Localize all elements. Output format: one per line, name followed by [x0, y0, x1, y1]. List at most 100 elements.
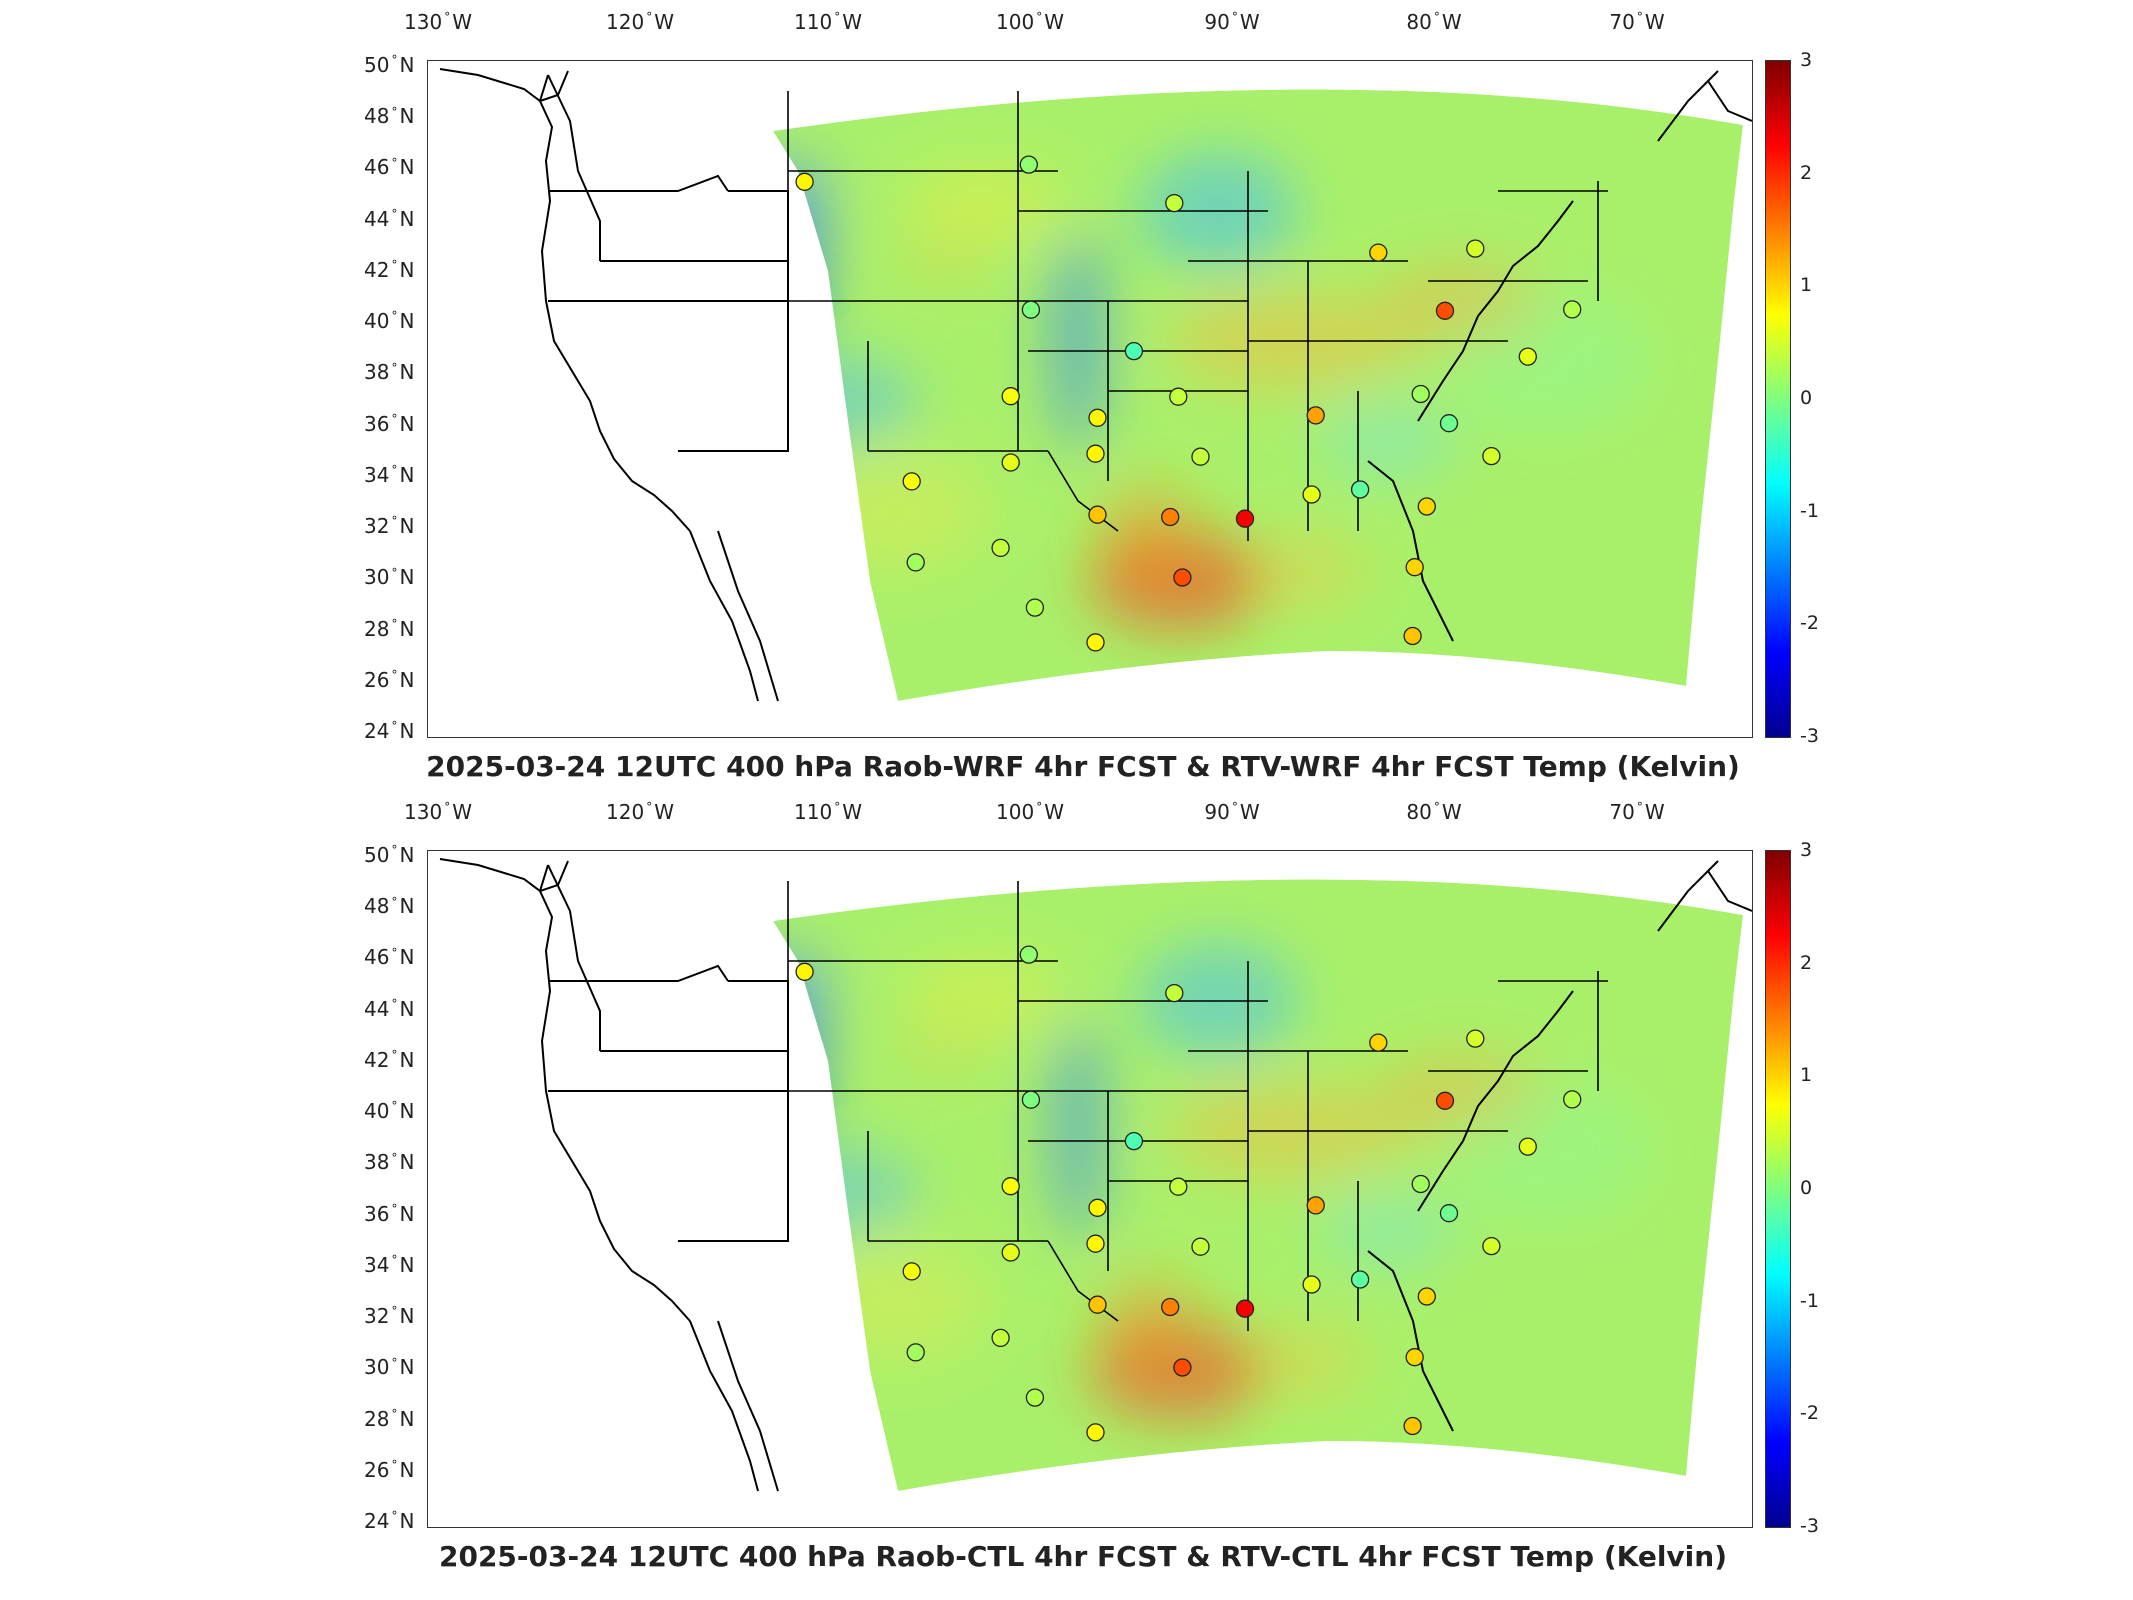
label-degrees: 90: [1204, 10, 1230, 34]
label-degrees: 40: [364, 1099, 390, 1124]
label-degrees: 48: [364, 894, 390, 919]
colorbar-tick-label: -2: [1800, 1402, 1819, 1425]
label-degrees: 44: [364, 206, 390, 231]
degree-symbol: °: [444, 10, 451, 25]
station-marker: [1439, 414, 1459, 433]
label-hemisphere: N: [399, 1252, 415, 1277]
label-degrees: 46: [364, 945, 390, 970]
label-degrees: 28: [364, 616, 390, 641]
longitude-tick-label: 90 ° W: [1204, 800, 1259, 824]
label-hemisphere: N: [399, 257, 415, 282]
label-degrees: 36: [364, 411, 390, 436]
label-hemisphere: N: [399, 843, 415, 867]
latitude-tick-label: 38 ° N: [364, 1150, 414, 1174]
degree-symbol: °: [444, 800, 451, 815]
raob-stations: [795, 945, 1582, 1442]
label-degrees: 110: [794, 800, 833, 824]
latitude-tick-label: 24 ° N: [364, 1509, 414, 1533]
label-hemisphere: N: [399, 719, 415, 743]
station-marker: [1086, 444, 1105, 463]
label-degrees: 90: [1204, 800, 1230, 824]
latitude-tick-label: 26 ° N: [364, 668, 414, 692]
station-marker: [1169, 387, 1188, 406]
label-hemisphere: N: [399, 667, 415, 692]
colorbar-tick-label: 1: [1800, 1064, 1813, 1087]
longitude-tick-label: 130 ° W: [404, 800, 472, 824]
label-hemisphere: W: [842, 800, 862, 824]
degree-symbol: °: [391, 1355, 398, 1370]
longitude-tick-label: 120 ° W: [606, 10, 674, 34]
latitude-tick-label: 30 ° N: [364, 565, 414, 589]
colorbar-tick-label: 2: [1800, 951, 1813, 974]
degree-symbol: °: [391, 360, 398, 375]
station-marker: [1088, 1295, 1107, 1314]
degree-symbol: °: [391, 463, 398, 478]
colorbar: [1765, 60, 1791, 738]
station-marker: [1518, 1137, 1537, 1156]
colorbar-tick-label: 3: [1800, 49, 1813, 71]
latitude-tick-label: 36 ° N: [364, 1202, 414, 1226]
label-hemisphere: N: [399, 1355, 415, 1380]
label-hemisphere: W: [1239, 800, 1260, 824]
label-hemisphere: N: [399, 514, 415, 539]
degree-symbol: °: [391, 1458, 398, 1473]
degree-symbol: °: [391, 1406, 398, 1421]
station-marker: [1411, 1174, 1430, 1194]
station-marker: [1124, 1131, 1144, 1151]
label-hemisphere: W: [1644, 800, 1665, 824]
degree-symbol: °: [391, 668, 398, 683]
label-degrees: 46: [364, 155, 390, 180]
longitude-tick-label: 80 ° W: [1406, 800, 1461, 824]
colorbar-tick-label: 3: [1800, 839, 1813, 861]
station-marker: [1369, 243, 1388, 262]
label-degrees: 44: [364, 996, 390, 1021]
station-marker: [1019, 945, 1038, 964]
latitude-tick-label: 26 ° N: [364, 1458, 414, 1482]
latitude-tick-label: 24 ° N: [364, 719, 414, 743]
longitude-tick-label: 100 ° W: [996, 10, 1064, 34]
station-marker: [1025, 1388, 1045, 1407]
label-hemisphere: W: [1441, 800, 1462, 824]
label-hemisphere: N: [399, 1047, 415, 1072]
longitude-tick-label: 110 ° W: [794, 800, 862, 824]
degree-symbol: °: [1036, 800, 1043, 815]
label-hemisphere: N: [399, 206, 415, 231]
label-degrees: 28: [364, 1406, 390, 1431]
station-marker: [1173, 1358, 1192, 1377]
degree-symbol: °: [391, 309, 398, 324]
station-marker: [1173, 568, 1192, 587]
station-marker: [1001, 387, 1020, 406]
label-hemisphere: N: [399, 1150, 415, 1175]
station-marker: [1088, 408, 1107, 427]
anomaly-map: [439, 68, 1752, 702]
label-hemisphere: N: [399, 309, 415, 334]
label-degrees: 30: [364, 1355, 390, 1380]
label-hemisphere: N: [399, 996, 415, 1021]
degree-symbol: °: [391, 1048, 398, 1063]
label-degrees: 80: [1406, 10, 1432, 34]
station-marker: [1563, 1090, 1582, 1109]
label-hemisphere: N: [399, 53, 415, 77]
label-hemisphere: W: [1239, 10, 1260, 34]
station-marker: [795, 172, 814, 191]
station-marker: [1165, 193, 1184, 213]
label-hemisphere: W: [1441, 10, 1462, 34]
label-degrees: 110: [794, 10, 833, 34]
station-marker: [1411, 384, 1430, 404]
label-hemisphere: N: [399, 411, 415, 436]
label-degrees: 50: [364, 843, 390, 867]
degree-symbol: °: [391, 1509, 398, 1524]
label-degrees: 70: [1609, 800, 1635, 824]
latitude-tick-label: 32 ° N: [364, 514, 414, 538]
station-marker: [1086, 633, 1105, 652]
latitude-tick-label: 50 ° N: [364, 53, 414, 77]
station-marker: [1466, 1029, 1485, 1048]
latitude-tick-label: 30 ° N: [364, 1355, 414, 1379]
label-hemisphere: N: [399, 616, 415, 641]
degree-symbol: °: [1433, 10, 1440, 25]
station-marker: [1435, 301, 1455, 320]
label-degrees: 130: [404, 800, 443, 824]
label-degrees: 42: [364, 1047, 390, 1072]
label-hemisphere: N: [399, 104, 415, 129]
station-marker: [902, 1262, 921, 1281]
